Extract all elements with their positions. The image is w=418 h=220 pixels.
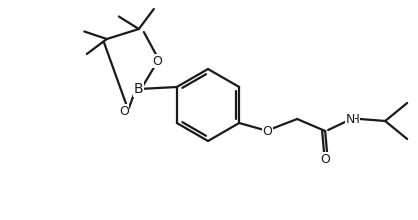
Text: B: B [134,82,144,96]
Text: H: H [351,112,359,125]
Text: O: O [262,125,272,138]
Text: O: O [320,152,330,165]
Text: N: N [346,112,355,125]
Text: O: O [152,55,162,68]
Text: O: O [119,104,129,117]
